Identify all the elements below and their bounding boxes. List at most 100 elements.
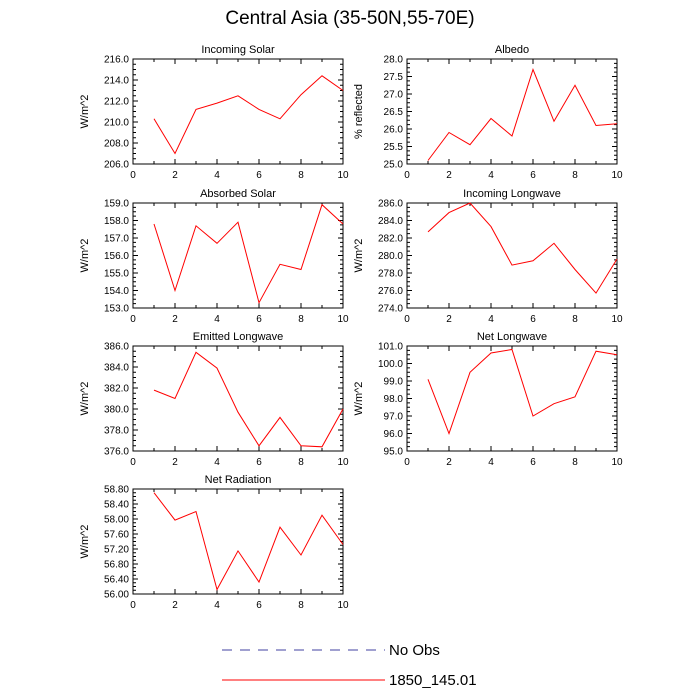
panel-3-frame	[132, 202, 344, 309]
panel-5-xtick-label: 8	[298, 457, 304, 468]
panel-4-xtick-label: 4	[488, 314, 494, 325]
legend-label-1: No Obs	[389, 642, 440, 659]
panel-3-ytick-label: 158.0	[104, 216, 129, 227]
panel-2-series-line	[427, 68, 618, 161]
panel-3-ytick-label: 159.0	[104, 199, 129, 210]
panel-4-xtick-label: 0	[404, 314, 410, 325]
panel-7-ylabel: W/m^2	[79, 525, 91, 559]
panel-7-xtick-label: 10	[337, 600, 349, 611]
panel-2-ytick-label: 26.5	[384, 107, 404, 118]
panel-1-title: Incoming Solar	[201, 44, 275, 56]
panel-7-title: Net Radiation	[205, 474, 272, 486]
panel-7-ytick-label: 58.40	[104, 500, 129, 511]
panel-7-xtick-label: 4	[214, 600, 220, 611]
panel-7-xtick-label: 6	[256, 600, 262, 611]
panel-6-xtick-label: 10	[611, 457, 623, 468]
panel-2-ytick-label: 25.0	[384, 160, 404, 171]
panel-2-ytick-label: 28.0	[384, 55, 404, 66]
panel-2-xtick-label: 0	[404, 170, 410, 181]
panel-7-frame	[132, 488, 344, 595]
panel-2-ytick-label: 27.0	[384, 90, 404, 101]
panel-1-frame	[132, 58, 344, 165]
panel-4-ytick-label: 286.0	[378, 199, 403, 210]
panel-6-ytick-label: 98.0	[384, 394, 404, 405]
panel-4-ylabel: W/m^2	[353, 239, 365, 273]
panel-7-ytick-label: 57.20	[104, 545, 129, 556]
panel-1-series-line	[153, 75, 344, 155]
panel-1-ytick-label: 208.0	[104, 139, 129, 150]
panel-6-title: Net Longwave	[477, 331, 547, 343]
panel-7-ytick-label: 56.00	[104, 590, 129, 601]
panel-1-ytick-label: 206.0	[104, 160, 129, 171]
panel-5-xtick-label: 0	[130, 457, 136, 468]
panel-3-xtick-label: 8	[298, 314, 304, 325]
panel-5-series-line	[153, 351, 344, 448]
panel-2-title: Albedo	[495, 44, 529, 56]
panel-3-title: Absorbed Solar	[200, 188, 276, 200]
panel-2-ytick-label: 26.0	[384, 125, 404, 136]
panel-2-ytick-label: 27.5	[384, 72, 404, 83]
panel-4-frame	[406, 202, 618, 309]
panel-3-ylabel: W/m^2	[79, 239, 91, 273]
panel-6-ytick-label: 100.0	[378, 359, 403, 370]
panel-1-ytick-label: 214.0	[104, 76, 129, 87]
panel-7-xtick-label: 2	[172, 600, 178, 611]
legend-label-2: 1850_145.01	[389, 672, 477, 689]
panel-6-ytick-label: 96.0	[384, 429, 404, 440]
panel-4-xtick-label: 8	[572, 314, 578, 325]
panel-5-xtick-label: 4	[214, 457, 220, 468]
panel-1-xtick-label: 10	[337, 170, 349, 181]
panel-5-ytick-label: 378.0	[104, 426, 129, 437]
panel-4-ytick-label: 280.0	[378, 251, 403, 262]
panel-1-xtick-label: 2	[172, 170, 178, 181]
panel-5-ytick-label: 376.0	[104, 447, 129, 458]
panel-6-ytick-label: 95.0	[384, 447, 404, 458]
panel-6-ytick-label: 97.0	[384, 412, 404, 423]
panel-4-xtick-label: 2	[446, 314, 452, 325]
panel-7-ytick-label: 56.80	[104, 560, 129, 571]
panel-6-frame	[406, 345, 618, 452]
panel-3-xtick-label: 4	[214, 314, 220, 325]
panel-5-ytick-label: 386.0	[104, 342, 129, 353]
panel-2-xtick-label: 2	[446, 170, 452, 181]
panel-4-xtick-label: 6	[530, 314, 536, 325]
panel-3-ytick-label: 153.0	[104, 304, 129, 315]
panel-4-series-line	[427, 202, 618, 294]
panel-7-ytick-label: 57.60	[104, 530, 129, 541]
panel-2-ytick-label: 25.5	[384, 142, 404, 153]
panel-6-xtick-label: 2	[446, 457, 452, 468]
panel-6-series-line	[427, 348, 618, 435]
panel-4-ytick-label: 284.0	[378, 216, 403, 227]
panel-7-ytick-label: 58.00	[104, 515, 129, 526]
panel-2-xtick-label: 8	[572, 170, 578, 181]
panel-4-ytick-label: 282.0	[378, 234, 403, 245]
panel-5-title: Emitted Longwave	[193, 331, 284, 343]
panel-3-ytick-label: 157.0	[104, 234, 129, 245]
panel-4-ytick-label: 276.0	[378, 286, 403, 297]
panel-6-ylabel: W/m^2	[353, 382, 365, 416]
panel-5-ylabel: W/m^2	[79, 382, 91, 416]
panel-5-xtick-label: 10	[337, 457, 349, 468]
panel-5-ytick-label: 384.0	[104, 363, 129, 374]
panel-5-ytick-label: 382.0	[104, 384, 129, 395]
panel-2-frame	[406, 58, 618, 165]
panel-3-xtick-label: 10	[337, 314, 349, 325]
panel-6-xtick-label: 4	[488, 457, 494, 468]
panel-7-xtick-label: 8	[298, 600, 304, 611]
panel-1-xtick-label: 4	[214, 170, 220, 181]
panel-4-ytick-label: 274.0	[378, 304, 403, 315]
panel-1-xtick-label: 0	[130, 170, 136, 181]
panel-4-ytick-label: 278.0	[378, 269, 403, 280]
panel-3-series-line	[153, 203, 344, 305]
panel-6-ytick-label: 99.0	[384, 377, 404, 388]
panel-3-xtick-label: 0	[130, 314, 136, 325]
panel-5-xtick-label: 6	[256, 457, 262, 468]
panel-4-xtick-label: 10	[611, 314, 623, 325]
panel-5-ytick-label: 380.0	[104, 405, 129, 416]
panel-3-xtick-label: 6	[256, 314, 262, 325]
panel-1-xtick-label: 8	[298, 170, 304, 181]
figure-title: Central Asia (35-50N,55-70E)	[225, 8, 475, 29]
panel-7-ytick-label: 56.40	[104, 575, 129, 586]
panel-3-ytick-label: 156.0	[104, 251, 129, 262]
